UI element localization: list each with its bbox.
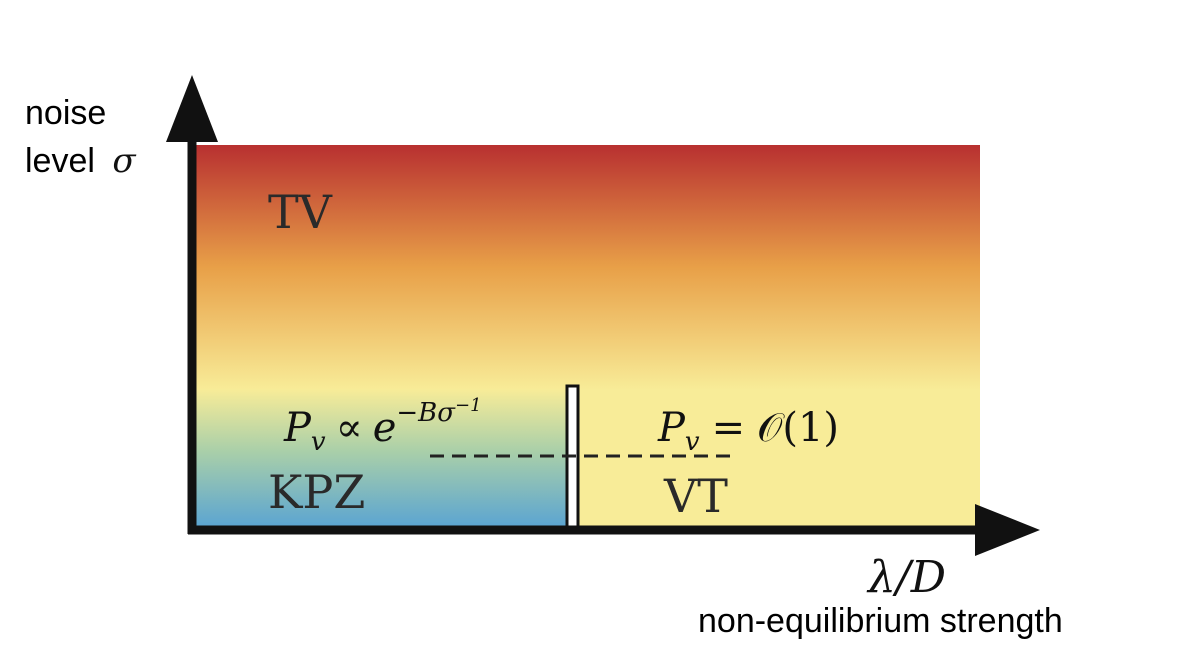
y-axis-symbol: σ — [112, 141, 136, 181]
vt-label: VT — [663, 469, 728, 523]
svg-text:noise: noise — [25, 94, 106, 132]
y-axis-label-line2: level — [25, 142, 95, 180]
x-axis-caption: non-equilibrium strength — [698, 602, 1063, 640]
y-axis-arrowhead — [166, 75, 218, 142]
formula-left: Pv ∝ e−Bσ−1 — [283, 395, 482, 457]
tv-region — [196, 145, 980, 390]
tv-label: TV — [268, 185, 333, 239]
kpz-label: KPZ — [268, 465, 365, 519]
x-axis-symbol: λ/D — [866, 552, 946, 603]
x-axis-arrowhead — [975, 504, 1040, 556]
y-axis-label-line1: noise — [25, 94, 106, 132]
kpz-region — [196, 389, 570, 528]
formula-right: Pv = 𝒪(1) — [657, 405, 839, 457]
svg-text:level σ: level σ — [25, 141, 136, 181]
